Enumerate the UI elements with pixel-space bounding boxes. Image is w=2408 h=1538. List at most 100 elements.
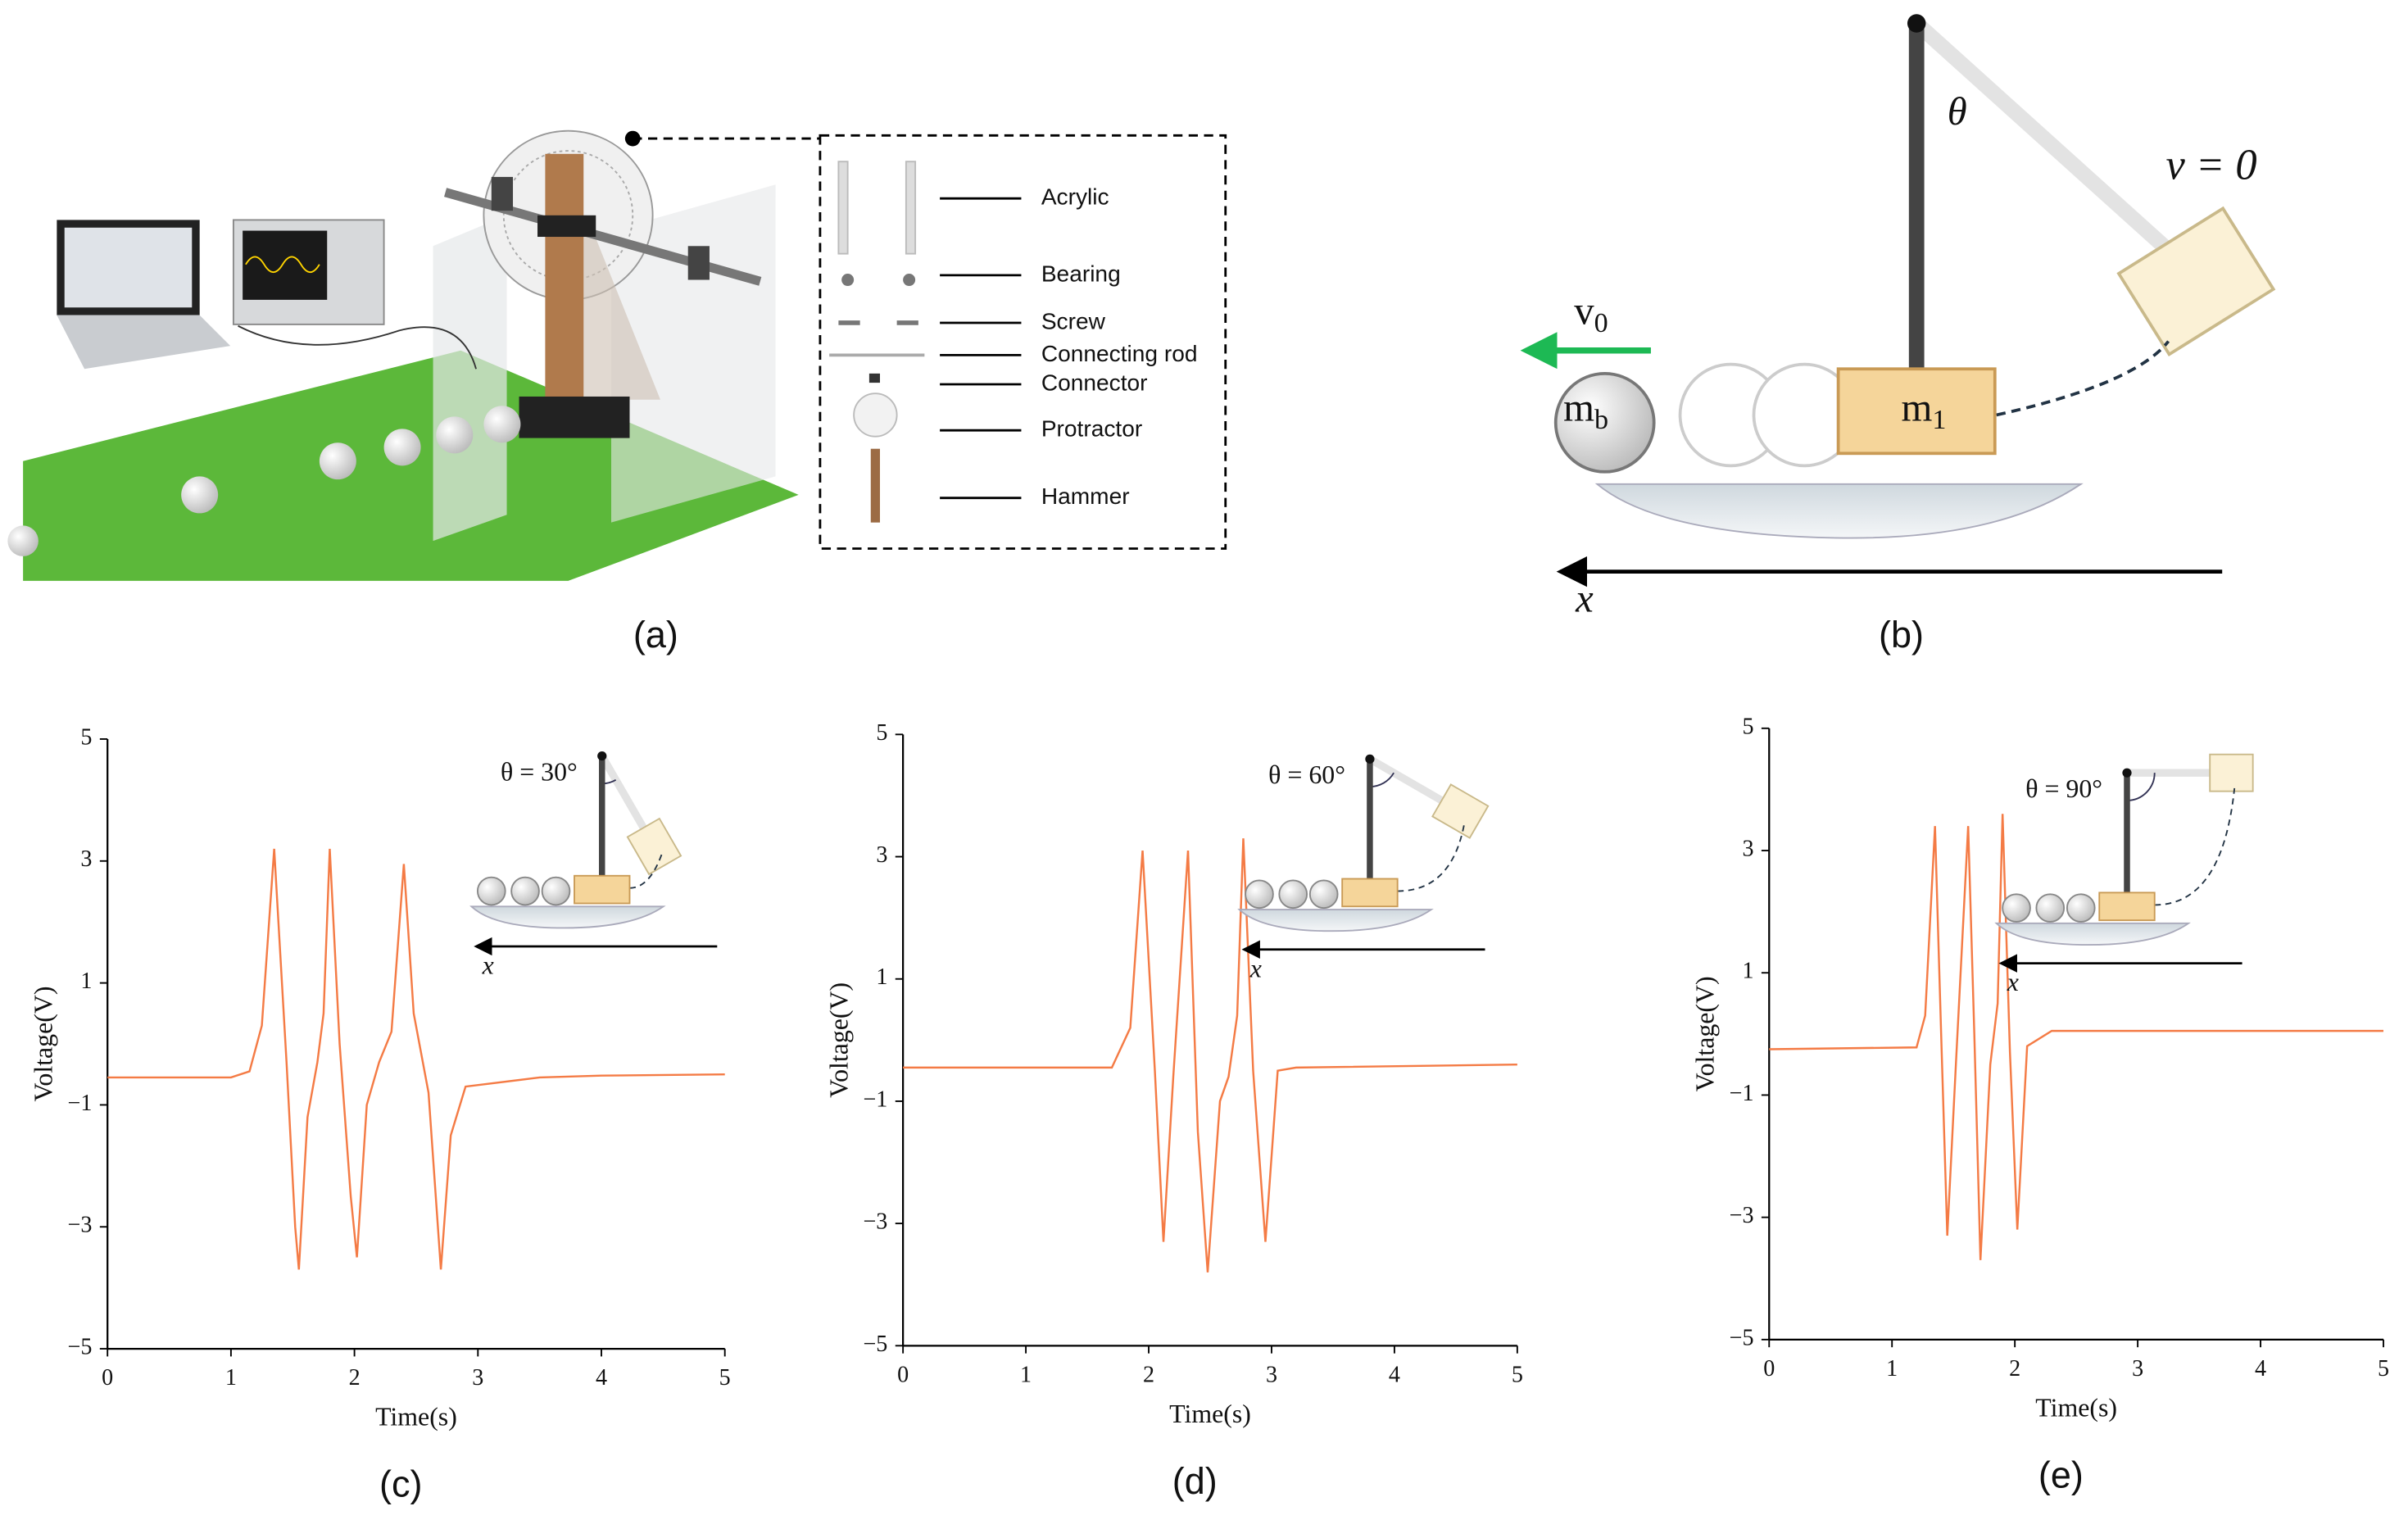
inset-trajectory (2154, 787, 2236, 906)
panel-b-diagram-path (1996, 340, 2170, 417)
inset-block (2098, 891, 2156, 922)
x-tick-label: 0 (897, 1362, 909, 1387)
x-axis-title: Time(s) (2035, 1393, 2117, 1422)
x-axis-title: Time(s) (375, 1403, 457, 1431)
inset-ball (510, 876, 540, 906)
inset-ball (1308, 879, 1339, 910)
panel-a-photo-rect (868, 373, 881, 383)
panel-a-photo-rect (545, 153, 584, 408)
chart: 0 1 2 3 4 5 −5 −3 −1 1 3 5 Time(s) Voltage(V) (c) x θ = … (29, 724, 731, 1504)
inset-hammer (2209, 753, 2254, 792)
inset-block (1341, 878, 1399, 908)
y-tick-label: 1 (80, 969, 92, 994)
y-tick-label: −1 (1730, 1081, 1754, 1106)
panel-a-photo-rect (687, 246, 710, 280)
y-tick-label: 3 (876, 842, 887, 868)
panel-b-diagram-rect (2116, 206, 2276, 356)
y-tick-label: −1 (863, 1087, 887, 1112)
panel-a-photo-circle (853, 392, 898, 438)
theta-label: θ (1948, 89, 1967, 134)
velocity-label-sub: 0 (1594, 308, 1608, 338)
x-tick-label: 1 (1886, 1356, 1898, 1381)
inset-pivot (2122, 768, 2132, 778)
inset-axis-label: x (2007, 968, 2019, 996)
inset: x θ = 60° (1237, 754, 1490, 982)
y-tick-label: −5 (1730, 1325, 1754, 1350)
y-tick-label: −5 (68, 1335, 93, 1360)
inset-base (1237, 909, 1434, 932)
figure-labels: (a) Acrylic Bearing Screw Connecting rod Conn… (633, 89, 2257, 656)
panel-a-photo-rect (491, 176, 514, 211)
panel-a-photo-path (238, 324, 477, 370)
panel-a-photo-rect (64, 227, 193, 308)
inset-ball (541, 876, 571, 906)
inset-axis-label: x (1249, 954, 1262, 982)
ball-mass-label: mb (1563, 386, 1608, 435)
hammer-mass-label: m1 (1901, 386, 1946, 435)
panel-a-photo-rect (537, 215, 596, 238)
caption: (c) (379, 1463, 422, 1505)
panel-a-photo-rect (243, 230, 328, 300)
x-tick-label: 0 (102, 1365, 113, 1391)
x-tick-label: 4 (1389, 1362, 1400, 1387)
signal-line (107, 848, 725, 1270)
hammer-mass-label-sub: 1 (1932, 405, 1946, 435)
velocity-label-main: v (1574, 289, 1594, 333)
panel-a-photo-circle (903, 274, 916, 287)
caption: (a) (633, 614, 678, 656)
inset: x θ = 90° (1994, 753, 2254, 996)
panel-a-photo-polygon (23, 350, 799, 581)
inset-ball (1245, 879, 1274, 910)
y-tick-label: 5 (1742, 714, 1753, 739)
inset-hammer (626, 817, 682, 876)
inset-trajectory (1397, 822, 1466, 892)
y-tick-label: 1 (1742, 959, 1753, 984)
part-label: Hammer (1041, 483, 1130, 509)
panel-a-photo-rect (519, 396, 630, 438)
panel-a-photo-path (245, 256, 320, 274)
inset-ball (2002, 893, 2031, 923)
x-tick-label: 5 (1512, 1362, 1523, 1387)
inset-string (1367, 755, 1454, 810)
inset-base (469, 905, 666, 929)
panel-a-photo (7, 129, 1227, 581)
part-label: Connecting rod (1041, 341, 1198, 366)
y-tick-label: −5 (863, 1332, 887, 1357)
inset-base (1994, 922, 2191, 946)
x-tick-label: 2 (1143, 1362, 1154, 1387)
x-tick-label: 4 (596, 1365, 607, 1391)
panel-b-diagram-circle (1907, 14, 1926, 33)
chart: 0 1 2 3 4 5 −5 −3 −1 1 3 5 Time(s) Voltage(V) (d) x θ = … (824, 720, 1522, 1502)
axis-label: x (1575, 576, 1594, 620)
panel-a-photo-rect (905, 161, 917, 255)
part-label: Acrylic (1041, 184, 1109, 210)
inset-block (574, 874, 631, 905)
inset-pivot (597, 751, 607, 761)
inset-ball (476, 876, 506, 906)
part-label: Connector (1041, 370, 1148, 395)
panel-a-photo-rect (819, 134, 1227, 550)
inset-trajectory (629, 853, 663, 889)
panel-a-photo-circle (436, 416, 474, 454)
y-tick-label: 3 (1742, 836, 1753, 861)
x-tick-label: 1 (1020, 1362, 1032, 1387)
part-label: Bearing (1041, 261, 1121, 286)
x-tick-label: 2 (349, 1365, 361, 1391)
part-label: Protractor (1041, 416, 1142, 442)
caption: (b) (1879, 614, 1924, 656)
x-tick-label: 3 (472, 1365, 483, 1391)
panel-b-diagram (1520, 14, 2276, 588)
panel-b-diagram-rect (1836, 367, 1997, 456)
x-tick-label: 3 (2132, 1356, 2143, 1381)
panel-a-photo-rect (837, 161, 849, 255)
y-axis-title: Voltage(V) (1691, 976, 1720, 1091)
ball-mass-label-main: m (1563, 386, 1594, 430)
panel-b-diagram-line (1911, 17, 2186, 267)
panel-a-photo-circle (181, 476, 219, 514)
y-tick-label: −1 (68, 1091, 93, 1116)
y-tick-label: 5 (876, 720, 887, 746)
x-tick-label: 5 (719, 1365, 731, 1391)
y-tick-label: −3 (68, 1213, 93, 1238)
